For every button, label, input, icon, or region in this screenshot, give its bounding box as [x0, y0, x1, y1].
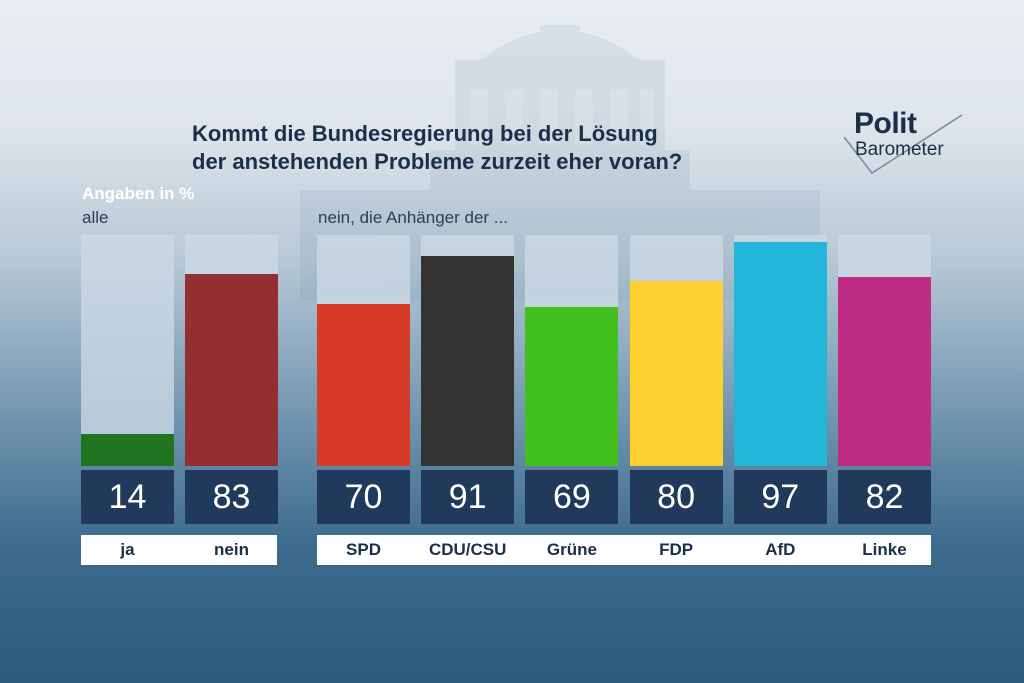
category-label-ja: ja [120, 540, 135, 559]
data-label-afd: 97 [733, 470, 827, 524]
category-label-nein: nein [214, 540, 249, 559]
politbarometer-logo: Polit Barometer [838, 107, 968, 177]
category-label-spd: SPD [346, 540, 381, 559]
bar-linke [838, 276, 931, 466]
data-label-nein: 83 [185, 470, 278, 524]
bar-cdu-csu [421, 255, 515, 466]
bar-grüne [525, 306, 619, 466]
category-label-fdp: FDP [659, 540, 694, 559]
bar-nein [185, 274, 278, 466]
group-all-label: alle [82, 208, 109, 227]
data-label-cdu-csu: 91 [421, 470, 515, 524]
bar-spd [317, 304, 410, 466]
group-parties-label: nein, die Anhänger der ... [318, 208, 508, 227]
data-label-fdp: 80 [629, 470, 723, 524]
category-label-cdu-csu: CDU/CSU [428, 540, 507, 559]
logo-text-polit: Polit [854, 107, 917, 140]
logo-text-barometer: Barometer [855, 139, 944, 160]
chart-title-line-1: Kommt die Bundesregierung bei der Lösung [192, 121, 658, 146]
checkmark-icon [843, 114, 963, 175]
units-label: Angaben in % [82, 184, 195, 203]
data-label-grüne: 69 [525, 470, 619, 524]
data-label-linke: 82 [838, 470, 931, 524]
category-label-linke: Linke [862, 540, 907, 559]
chart-title-line-2: der anstehenden Probleme zurzeit eher vo… [192, 149, 683, 174]
category-label-afd: AfD [765, 540, 796, 559]
labels-panel-parties [317, 535, 931, 565]
chart-title: Kommt die Bundesregierung bei der Lösung… [192, 120, 682, 176]
bar-fdp [629, 281, 723, 466]
data-label-spd: 70 [317, 470, 410, 524]
bar-ja [81, 433, 174, 466]
category-label-grüne: Grüne [546, 540, 597, 559]
data-label-ja: 14 [81, 470, 174, 524]
bar-track-ja [81, 235, 174, 466]
bar-afd [733, 241, 827, 466]
labels-panel-all [81, 535, 277, 565]
